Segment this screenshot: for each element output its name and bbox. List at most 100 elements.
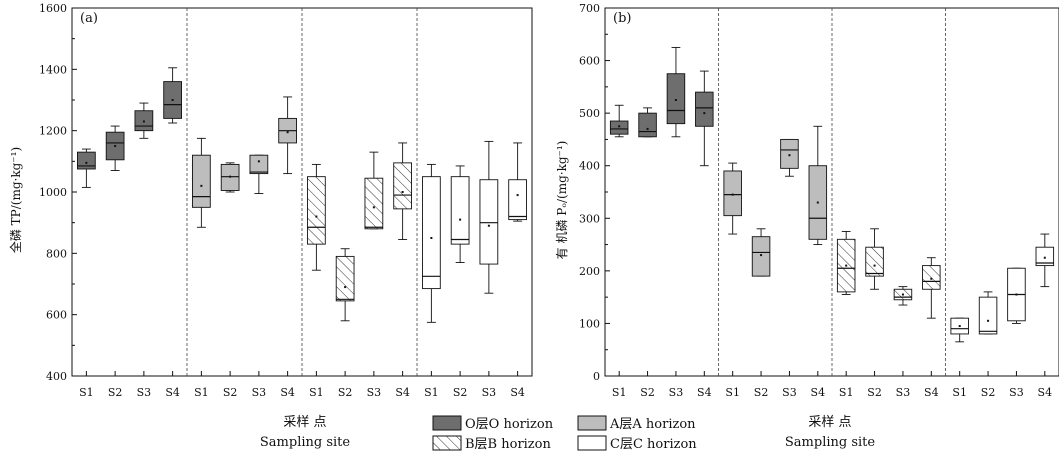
mean-marker bbox=[401, 191, 404, 193]
panel-a-box-a-s2 bbox=[220, 162, 240, 193]
panel-b-xtick-label: S2 bbox=[640, 386, 655, 399]
panel-a-xtick-label: S3 bbox=[252, 386, 267, 399]
panel-b-box-o-s1 bbox=[609, 104, 629, 138]
mean-marker bbox=[487, 224, 490, 227]
panel-a-xtick-label: S2 bbox=[108, 386, 123, 399]
iqr-box bbox=[695, 91, 714, 127]
mean-marker bbox=[344, 286, 347, 289]
iqr-box bbox=[609, 120, 629, 135]
iqr-box bbox=[922, 265, 941, 290]
panel-b-xtick-label: S1 bbox=[725, 386, 740, 399]
mean-marker bbox=[618, 125, 621, 128]
panel-b-box-c-s3 bbox=[1007, 267, 1026, 324]
panel-b-box-b-s3 bbox=[893, 286, 913, 306]
panel-a-box-o-s3 bbox=[134, 102, 154, 139]
legend-label-o: O层O horizon bbox=[465, 417, 554, 432]
legend-label-b: B层B horizon bbox=[465, 437, 551, 452]
panel-b-ytick-label: 300 bbox=[579, 212, 600, 225]
mean-marker bbox=[372, 206, 375, 209]
legend-label-a: A层A horizon bbox=[609, 417, 696, 432]
iqr-box bbox=[723, 170, 742, 217]
panel-b-box-o-s4 bbox=[695, 70, 714, 167]
panel-b-xtick-label: S3 bbox=[1009, 386, 1024, 399]
mean-marker bbox=[85, 161, 88, 164]
iqr-box bbox=[508, 179, 527, 221]
panel-a-xlabel-cn: 采样 点 bbox=[283, 415, 326, 430]
panel-a-box-c-s2 bbox=[450, 165, 470, 263]
legend-swatch-o bbox=[432, 415, 462, 431]
panel-a-xtick-label: S4 bbox=[395, 386, 410, 399]
iqr-box bbox=[249, 154, 269, 175]
panel-b-box-c-s1 bbox=[950, 317, 969, 343]
panel-b-xtick-label: S4 bbox=[924, 386, 939, 399]
mean-marker bbox=[315, 215, 318, 218]
mean-marker bbox=[760, 254, 763, 257]
mean-marker bbox=[229, 175, 232, 178]
iqr-box bbox=[780, 138, 799, 169]
panel-b-label: (b) bbox=[613, 11, 631, 26]
panel-a-xtick-label: S2 bbox=[453, 386, 468, 399]
mean-marker bbox=[958, 325, 961, 328]
panel-b-xtick-label: S1 bbox=[952, 386, 967, 399]
panel-b-box-o-s2 bbox=[638, 107, 657, 138]
mean-marker bbox=[459, 218, 462, 221]
mean-marker bbox=[257, 160, 260, 163]
panel-a-ytick-label: 400 bbox=[46, 370, 67, 383]
iqr-box bbox=[422, 176, 441, 290]
panel-a-ylabel: 全磷 TP/(mg·kg⁻¹) bbox=[8, 147, 23, 253]
panel-b-xlabel-cn: 采样 点 bbox=[808, 415, 851, 430]
panel-b-xtick-label: S2 bbox=[981, 386, 996, 399]
panel-a-box-a-s1 bbox=[192, 137, 211, 228]
panel-a-ytick-label: 600 bbox=[46, 309, 67, 322]
panel-b-xtick-label: S1 bbox=[612, 386, 627, 399]
panel-a-xtick-label: S4 bbox=[280, 386, 295, 399]
mean-marker bbox=[200, 184, 203, 187]
mean-marker bbox=[987, 319, 990, 322]
panel-b-ytick-label: 200 bbox=[579, 265, 600, 278]
panel-a-ytick-label: 1600 bbox=[39, 2, 67, 15]
panel-a-xtick-label: S2 bbox=[338, 386, 353, 399]
iqr-box bbox=[77, 151, 96, 170]
panel-b-xtick-label: S4 bbox=[1038, 386, 1053, 399]
iqr-box bbox=[335, 255, 355, 302]
panel-b-box-a-s1 bbox=[723, 162, 742, 235]
panel-a-box-o-s4 bbox=[163, 67, 182, 124]
iqr-box bbox=[638, 112, 657, 138]
panel-a-label: (a) bbox=[80, 11, 98, 26]
mean-marker bbox=[816, 201, 819, 204]
panel-b-xtick-label: S2 bbox=[754, 386, 769, 399]
iqr-box bbox=[1035, 246, 1055, 267]
panel-b-xtick-label: S4 bbox=[697, 386, 712, 399]
mean-marker bbox=[845, 264, 848, 267]
panel-a-box-o-s2 bbox=[105, 125, 125, 171]
panel-a-box-a-s3 bbox=[249, 154, 269, 194]
legend-label-c: C层C horizon bbox=[610, 437, 697, 452]
panel-b-ytick-label: 500 bbox=[579, 107, 600, 120]
panel-b-ytick-label: 600 bbox=[579, 55, 600, 68]
panel-b: (b) 有 机磷 Pₒ/(mg·kg⁻¹) 采样 点 Sampling site… bbox=[554, 2, 1059, 450]
mean-marker bbox=[1015, 293, 1018, 296]
iqr-box bbox=[978, 296, 998, 335]
mean-marker bbox=[516, 194, 519, 197]
panel-b-box-c-s4 bbox=[1035, 233, 1055, 288]
panel-a-xtick-label: S2 bbox=[223, 386, 238, 399]
panel-a-box-b-s2 bbox=[335, 248, 355, 322]
panel-a-ytick-label: 800 bbox=[46, 247, 67, 260]
panel-b-box-b-s1 bbox=[836, 230, 856, 295]
panel-b-xtick-label: S1 bbox=[839, 386, 854, 399]
panel-a-ytick-label: 1000 bbox=[39, 186, 67, 199]
mean-marker bbox=[703, 112, 706, 115]
mean-marker bbox=[731, 193, 734, 196]
panel-b-box-b-s2 bbox=[865, 228, 884, 290]
panel-a-xtick-label: S1 bbox=[424, 386, 439, 399]
panel-a-box-b-s4 bbox=[393, 142, 412, 240]
panel-b-xlabel-en: Sampling site bbox=[785, 435, 876, 450]
panel-a-xtick-label: S3 bbox=[482, 386, 497, 399]
panel-b-xtick-label: S2 bbox=[867, 386, 882, 399]
panel-a-xtick-label: S1 bbox=[309, 386, 324, 399]
mean-marker bbox=[171, 99, 174, 101]
panel-b-ytick-label: 0 bbox=[593, 370, 600, 383]
iqr-box bbox=[666, 73, 686, 125]
panel-a-box-c-s3 bbox=[479, 140, 499, 294]
